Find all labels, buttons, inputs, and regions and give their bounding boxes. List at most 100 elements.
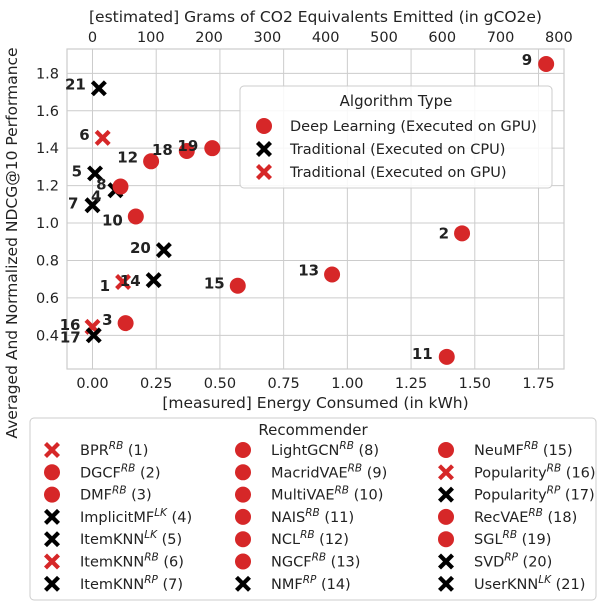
recommender-name: MacridVAE (271, 465, 348, 481)
recommender-legend-box (29, 417, 597, 601)
recommender-legend-marker (44, 508, 60, 525)
data-point-label: 11 (412, 345, 433, 363)
data-point-label: 4 (91, 187, 101, 205)
recommender-name: SGL (474, 532, 503, 548)
recommender-legend-label: ItemKNNRP (7) (80, 574, 183, 593)
recommender-legend-marker (235, 531, 251, 548)
recommender-legend-label: BPRRB (1) (80, 440, 148, 459)
x2-tick-label: 200 (195, 30, 223, 46)
data-point-label: 15 (204, 275, 225, 293)
recommender-name: LightGCN (271, 443, 339, 459)
recommender-id: (14) (316, 577, 350, 593)
recommender-id: (4) (167, 510, 192, 526)
recommender-id: (13) (326, 555, 360, 571)
x-tick-label: 1.50 (459, 376, 491, 392)
recommender-id: (3) (127, 488, 152, 504)
recommender-sup: RB (503, 529, 518, 541)
algorithm-legend-marker (256, 164, 272, 180)
recommender-name: DMF (80, 488, 112, 504)
recommender-name: RecVAE (474, 510, 528, 526)
algorithm-legend-marker (256, 141, 272, 157)
recommender-legend-label: ItemKNNLK (5) (80, 529, 182, 548)
data-point-circle (204, 140, 221, 157)
recommender-name: NMF (271, 577, 303, 593)
recommender-legend-marker (235, 575, 251, 592)
recommender-id: (20) (518, 555, 552, 571)
recommender-sup: RB (121, 462, 136, 474)
data-point-label: 12 (117, 148, 138, 166)
recommender-legend-title: Recommender (258, 421, 368, 439)
recommender-sup: LK (154, 507, 168, 519)
recommender-legend-label: ItemKNNRB (6) (80, 552, 184, 571)
data-point-circle (454, 225, 471, 242)
recommender-name: NCL (271, 532, 300, 548)
recommender-id: (18) (543, 510, 577, 526)
recommender-id: (16) (561, 465, 595, 481)
recommender-sup: RP (547, 485, 561, 497)
x-tick-label: 1.75 (522, 376, 554, 392)
data-point-circle (178, 142, 195, 159)
data-point-label: 5 (72, 162, 82, 180)
data-point-x (155, 242, 172, 259)
recommender-legend-label: SVDRP (20) (474, 552, 552, 571)
data-point-label: 3 (102, 311, 112, 329)
recommender-id: (12) (315, 532, 349, 548)
data-point-label: 2 (439, 224, 449, 242)
recommender-id: (17) (560, 488, 594, 504)
recommender-legend-label: UserKNNLK (21) (474, 574, 585, 593)
recommender-name: NAIS (271, 510, 305, 526)
recommender-sup: RB (112, 485, 127, 497)
algorithm-legend-label: Traditional (Executed on GPU) (289, 165, 506, 181)
data-point-circle (143, 153, 160, 170)
recommender-legend-marker (438, 464, 454, 481)
recommender-id: (10) (349, 488, 383, 504)
recommender-sup: RB (312, 552, 327, 564)
recommender-legend-marker (438, 531, 454, 548)
recommender-legend-label: PopularityRP (17) (474, 485, 595, 504)
y-tick-label: 1.6 (36, 104, 59, 120)
x-axis-label: [measured] Energy Consumed (in kWh) (162, 394, 468, 412)
recommender-sup: LK (538, 574, 552, 586)
recommender-name: BPR (80, 443, 109, 459)
recommender-legend-label: LightGCNRB (8) (271, 440, 379, 459)
x-tick-label: 1.00 (331, 376, 363, 392)
recommender-id: (1) (123, 443, 148, 459)
x2-tick-label: 700 (487, 30, 515, 46)
recommender-id: (21) (551, 577, 585, 593)
data-point-label: 8 (96, 176, 106, 194)
data-point-circle (127, 208, 144, 225)
data-point-x (94, 129, 111, 146)
recommender-legend-label: RecVAERB (18) (474, 507, 577, 526)
x2-tick-label: 300 (254, 30, 282, 46)
recommender-sup: RB (528, 507, 543, 519)
recommender-legend-label: NeuMFRB (15) (474, 440, 573, 459)
recommender-name: NGCF (271, 555, 312, 571)
x-tick-label: 1.25 (395, 376, 427, 392)
recommender-name: SVD (474, 555, 504, 571)
x2-tick-label: 400 (312, 30, 340, 46)
x-tick-label: 0.00 (76, 376, 108, 392)
data-point-circle (438, 348, 455, 365)
recommender-id: (8) (354, 443, 379, 459)
data-point-x (87, 165, 104, 182)
data-point-circle (229, 277, 246, 294)
recommender-legend-label: PopularityRB (16) (474, 462, 596, 481)
recommender-id: (6) (159, 555, 184, 571)
recommender-sup: RB (339, 440, 354, 452)
algorithm-legend-marker (256, 118, 272, 134)
recommender-legend-label: MultiVAERB (10) (271, 485, 383, 504)
recommender-sup: RP (303, 574, 317, 586)
data-point-label: 6 (79, 126, 89, 144)
recommender-id: (7) (158, 577, 183, 593)
recommender-sup: RB (300, 529, 315, 541)
recommender-legend-label: NAISRB (11) (271, 507, 354, 526)
data-point-label: 21 (65, 75, 86, 93)
recommender-sup: RP (504, 552, 518, 564)
recommender-name: DGCF (80, 465, 121, 481)
data-point-circle (112, 178, 129, 195)
y-tick-label: 1.0 (36, 216, 59, 232)
recommender-legend-marker (235, 486, 251, 503)
data-point-circle (324, 266, 341, 283)
recommender-legend-label: DGCFRB (2) (80, 462, 161, 481)
